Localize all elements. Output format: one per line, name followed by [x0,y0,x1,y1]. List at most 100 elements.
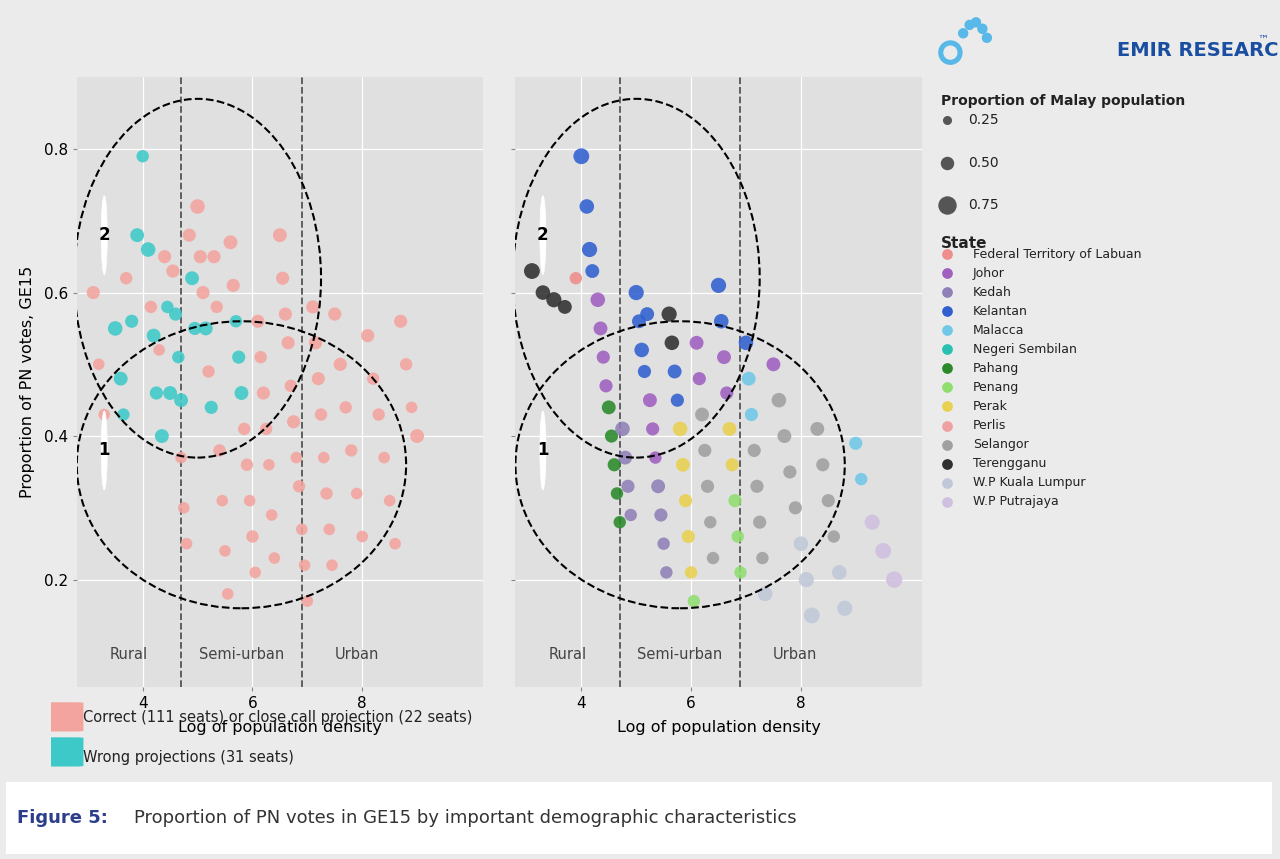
Circle shape [965,21,974,29]
Point [791,537,812,551]
Point [861,515,882,529]
Point [248,314,269,328]
Point [209,443,229,457]
Point [727,530,748,544]
Point [700,515,721,529]
Point [667,393,687,407]
Point [532,286,553,300]
Point [741,408,762,422]
Point [590,321,611,335]
Point [275,308,296,321]
Point [223,278,243,292]
Text: Terengganu: Terengganu [973,457,1046,470]
Text: State: State [941,236,987,251]
Point [691,408,712,422]
Text: Johor: Johor [973,267,1005,280]
Point [189,250,210,264]
Point [319,522,339,536]
Point [634,364,654,378]
Point [170,393,191,407]
Text: W.P Kuala Lumpur: W.P Kuala Lumpur [973,476,1085,489]
Point [722,458,742,472]
Point [582,265,603,278]
Point [168,350,188,364]
Point [566,271,586,285]
Point [259,458,279,472]
Point [637,308,658,321]
Text: Proportion of Malay population: Proportion of Malay population [941,94,1185,108]
Point [127,228,147,242]
Point [308,372,329,386]
Point [407,430,428,443]
Point [390,314,411,328]
Y-axis label: Proportion of PN votes, GE15: Proportion of PN votes, GE15 [20,266,35,498]
Circle shape [978,24,987,34]
Point [937,457,957,471]
Text: 1: 1 [99,442,110,460]
Point [83,286,104,300]
Point [165,308,186,321]
Point [593,350,613,364]
Point [640,393,660,407]
Point [116,271,137,285]
Point [204,250,224,264]
Circle shape [101,411,108,490]
Point [261,509,282,522]
Point [662,336,682,350]
Text: Proportion of PN votes in GE15 by important demographic characteristics: Proportion of PN votes in GE15 by import… [134,809,797,827]
Text: Federal Territory of Labuan: Federal Territory of Labuan [973,248,1142,261]
Point [289,479,310,493]
Point [280,379,301,393]
Point [719,422,740,436]
Point [686,336,707,350]
Point [643,422,663,436]
Point [554,300,575,314]
Text: EMIR RESEARCH: EMIR RESEARCH [1117,40,1280,60]
Point [212,494,233,508]
Point [314,451,334,465]
Text: Rural: Rural [110,647,148,662]
Point [278,336,298,350]
Point [237,458,257,472]
Point [234,422,255,436]
Point [937,495,957,509]
Point [884,573,905,587]
Point [177,537,197,551]
Point [818,494,838,508]
Point [714,350,735,364]
Point [385,537,406,551]
Text: Perak: Perak [973,400,1007,413]
Point [750,515,771,529]
Point [628,314,649,328]
Text: W.P Putrajaya: W.P Putrajaya [973,495,1059,508]
X-axis label: Log of population density: Log of population density [178,720,381,734]
Point [676,494,696,508]
Text: 0.25: 0.25 [968,113,998,127]
Point [618,479,639,493]
Point [703,551,723,565]
Point [937,324,957,338]
Point [730,565,750,579]
Point [659,308,680,321]
Circle shape [945,46,957,59]
Point [239,494,260,508]
Point [160,387,180,400]
Text: Negeri Sembilan: Negeri Sembilan [973,343,1076,356]
Point [937,113,957,127]
Point [292,522,312,536]
Point [937,266,957,280]
Circle shape [101,196,108,275]
Point [220,235,241,249]
Point [256,422,276,436]
Text: Urban: Urban [773,647,818,662]
Point [937,247,957,261]
Point [937,362,957,375]
Circle shape [983,34,992,42]
Point [609,515,630,529]
Point [294,558,315,572]
Point [571,149,591,163]
Point [813,458,833,472]
Point [335,400,356,414]
Text: Semi-urban: Semi-urban [198,647,284,662]
Point [110,372,131,386]
